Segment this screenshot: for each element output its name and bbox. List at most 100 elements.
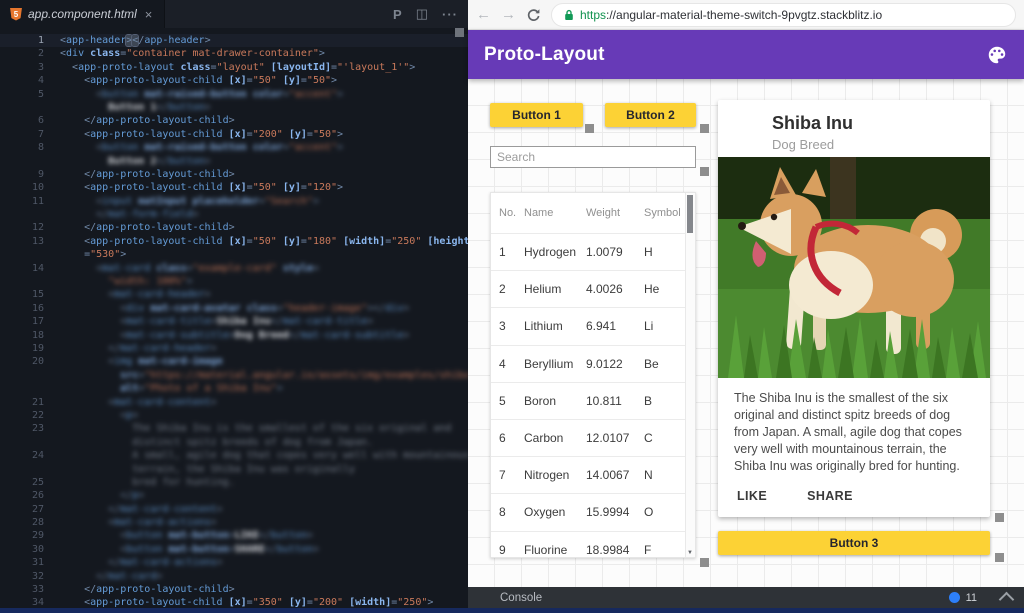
tab-app-component-html[interactable]: 5 app.component.html × xyxy=(0,0,166,28)
theme-palette-icon[interactable] xyxy=(986,44,1008,66)
line-number xyxy=(0,275,60,288)
code-line[interactable]: 30 <button mat-button>SHARE</button> xyxy=(0,543,468,556)
table-cell: 12.0107 xyxy=(586,431,630,446)
code-line[interactable]: Button 2</button> xyxy=(0,155,468,168)
table-row[interactable]: 5 Boron 10.811 B xyxy=(491,381,695,419)
resize-handle-table[interactable] xyxy=(700,558,709,567)
code-line[interactable]: 12 </app-proto-layout-child> xyxy=(0,221,468,234)
line-number: 3 xyxy=(37,61,44,73)
code-line[interactable]: 13 <app-proto-layout-child [x]="50" [y]=… xyxy=(0,235,468,248)
table-cell: F xyxy=(644,542,652,557)
table-row[interactable]: 2 Helium 4.0026 He xyxy=(491,270,695,307)
table-row[interactable]: 6 Carbon 12.0107 C xyxy=(491,418,695,456)
table-scrollbar[interactable]: ▼ xyxy=(685,193,695,557)
scrollbar-thumb[interactable] xyxy=(687,195,693,233)
pane-splitter-handle[interactable] xyxy=(455,28,464,37)
table-cell: 18.9984 xyxy=(586,542,630,557)
code-line[interactable]: 6 </app-proto-layout-child> xyxy=(0,114,468,127)
code-line[interactable]: 7 <app-proto-layout-child [x]="200" [y]=… xyxy=(0,128,468,141)
more-actions-icon[interactable]: ··· xyxy=(442,6,458,22)
chevron-up-icon[interactable] xyxy=(998,591,1015,608)
code-line[interactable]: 3 <app-proto-layout class="layout" [layo… xyxy=(0,61,468,74)
code-line[interactable]: Button 1</button> xyxy=(0,101,468,114)
code-line[interactable]: 4 <app-proto-layout-child [x]="50" [y]="… xyxy=(0,74,468,87)
table-cell: Beryllium xyxy=(524,356,574,371)
code-line[interactable]: 19 </mat-card-header> xyxy=(0,342,468,355)
code-line[interactable]: 18 <mat-card-subtitle>Dog Breed</mat-car… xyxy=(0,329,468,342)
refresh-icon[interactable] xyxy=(526,7,541,22)
code-line[interactable]: "width: 100%"> xyxy=(0,275,468,288)
share-button[interactable]: SHARE xyxy=(799,489,861,503)
code-line[interactable]: 16 <div mat-card-avatar class="header-im… xyxy=(0,302,468,315)
table-row[interactable]: 7 Nitrogen 14.0067 N xyxy=(491,456,695,493)
forward-icon[interactable]: → xyxy=(501,6,516,23)
prettier-icon[interactable]: P xyxy=(393,6,402,22)
code-line[interactable]: 9 </app-proto-layout-child> xyxy=(0,168,468,181)
table-cell: 1.0079 xyxy=(586,245,623,260)
button-1[interactable]: Button 1 xyxy=(490,103,583,127)
scroll-down-arrow[interactable]: ▼ xyxy=(687,550,693,556)
code-line[interactable]: 28 <mat-card-actions> xyxy=(0,516,468,529)
table-row[interactable]: 8 Oxygen 15.9994 O xyxy=(491,493,695,530)
like-button[interactable]: LIKE xyxy=(729,489,775,503)
code-line[interactable]: 22 <p> xyxy=(0,409,468,422)
line-number: 34 xyxy=(31,597,44,609)
table-row[interactable]: 1 Hydrogen 1.0079 H xyxy=(491,233,695,270)
resize-handle-button2[interactable] xyxy=(700,124,709,133)
code-line[interactable]: 1 <app-header></app-header> xyxy=(0,34,468,48)
code-line[interactable]: 23 The Shiba Inu is the smallest of the … xyxy=(0,422,468,435)
close-tab-icon[interactable]: × xyxy=(144,6,153,22)
code-line[interactable]: 15 <mat-card-header> xyxy=(0,288,468,301)
preview-pane: ← → https://angular-material-theme-switc… xyxy=(468,0,1024,613)
split-editor-icon[interactable]: ◫ xyxy=(415,6,428,21)
code-line[interactable]: </mat-form-field> xyxy=(0,208,468,221)
lock-icon xyxy=(565,9,573,20)
console-bar[interactable]: Console 11 xyxy=(468,587,1024,608)
code-line[interactable]: 34 <app-proto-layout-child [x]="350" [y]… xyxy=(0,596,468,609)
table-header-row: No. Name Weight Symbol xyxy=(491,193,695,233)
code-lines[interactable]: 1 <app-header></app-header> 2 <div class="c… xyxy=(0,28,468,613)
code-line[interactable]: 10 <app-proto-layout-child [x]="50" [y]=… xyxy=(0,181,468,194)
code-line[interactable]: 32 </mat-card> xyxy=(0,570,468,583)
line-number: 32 xyxy=(31,570,44,582)
code-line[interactable]: ="530"> xyxy=(0,248,468,261)
resize-handle-button3[interactable] xyxy=(995,553,1004,562)
code-line[interactable]: 20 <img mat-card-image xyxy=(0,355,468,368)
code-line[interactable]: 25 bred for hunting. xyxy=(0,476,468,489)
code-line[interactable]: 14 <mat-card class="example-card" style= xyxy=(0,262,468,275)
button-2[interactable]: Button 2 xyxy=(605,103,696,127)
code-line[interactable]: 31 </mat-card-actions> xyxy=(0,556,468,569)
code-line[interactable]: terrain, the Shiba Inu was originally xyxy=(0,463,468,476)
table-row[interactable]: 9 Fluorine 18.9984 F xyxy=(491,530,695,558)
code-line[interactable]: alt="Photo of a Shiba Inu"> xyxy=(0,382,468,395)
code-line[interactable]: 27 </mat-card-content> xyxy=(0,503,468,516)
button-3[interactable]: Button 3 xyxy=(718,531,990,555)
code-line[interactable]: distinct spitz breeds of dog from Japan. xyxy=(0,436,468,449)
code-line[interactable]: 8 <button mat-raised-button color="accen… xyxy=(0,141,468,154)
console-badge-icon xyxy=(948,592,960,603)
code-line[interactable]: src="https://material.angular.io/assets/… xyxy=(0,369,468,382)
code-line[interactable]: 5 <button mat-raised-button color="accen… xyxy=(0,88,468,101)
table-row[interactable]: 3 Lithium 6.941 Li xyxy=(491,307,695,344)
code-line[interactable]: 21 <mat-card-content> xyxy=(0,396,468,409)
resize-handle-button1[interactable] xyxy=(585,124,594,133)
prototype-canvas: Button 1 Button 2 No. Name Weight Symbol… xyxy=(468,79,1024,587)
resize-handle-search[interactable] xyxy=(700,167,709,176)
code-line[interactable]: 29 <button mat-button>LIKE</button> xyxy=(0,529,468,542)
line-number xyxy=(0,369,60,382)
url-bar[interactable]: https://angular-material-theme-switch-9p… xyxy=(551,2,1016,27)
line-number: 4 xyxy=(37,75,44,87)
back-icon[interactable]: ← xyxy=(476,6,491,23)
search-input[interactable] xyxy=(490,146,696,168)
code-line[interactable]: 26 </p> xyxy=(0,489,468,502)
code-line[interactable]: 17 <mat-card-title>Shiba Inu</mat-card-t… xyxy=(0,315,468,328)
line-number: 20 xyxy=(31,356,44,368)
code-line[interactable]: 33 </app-proto-layout-child> xyxy=(0,583,468,596)
code-line[interactable]: 11 <input matInput placeholder="Search"> xyxy=(0,195,468,208)
table-row[interactable]: 4 Beryllium 9.0122 Be xyxy=(491,344,695,382)
code-line[interactable]: 2 <div class="container mat-drawer-contai… xyxy=(0,47,468,60)
editor-actions: P ◫ ··· xyxy=(393,0,468,28)
line-number: 7 xyxy=(37,128,44,140)
resize-handle-card[interactable] xyxy=(995,513,1004,522)
code-line[interactable]: 24 A small, agile dog that copes very we… xyxy=(0,449,468,462)
